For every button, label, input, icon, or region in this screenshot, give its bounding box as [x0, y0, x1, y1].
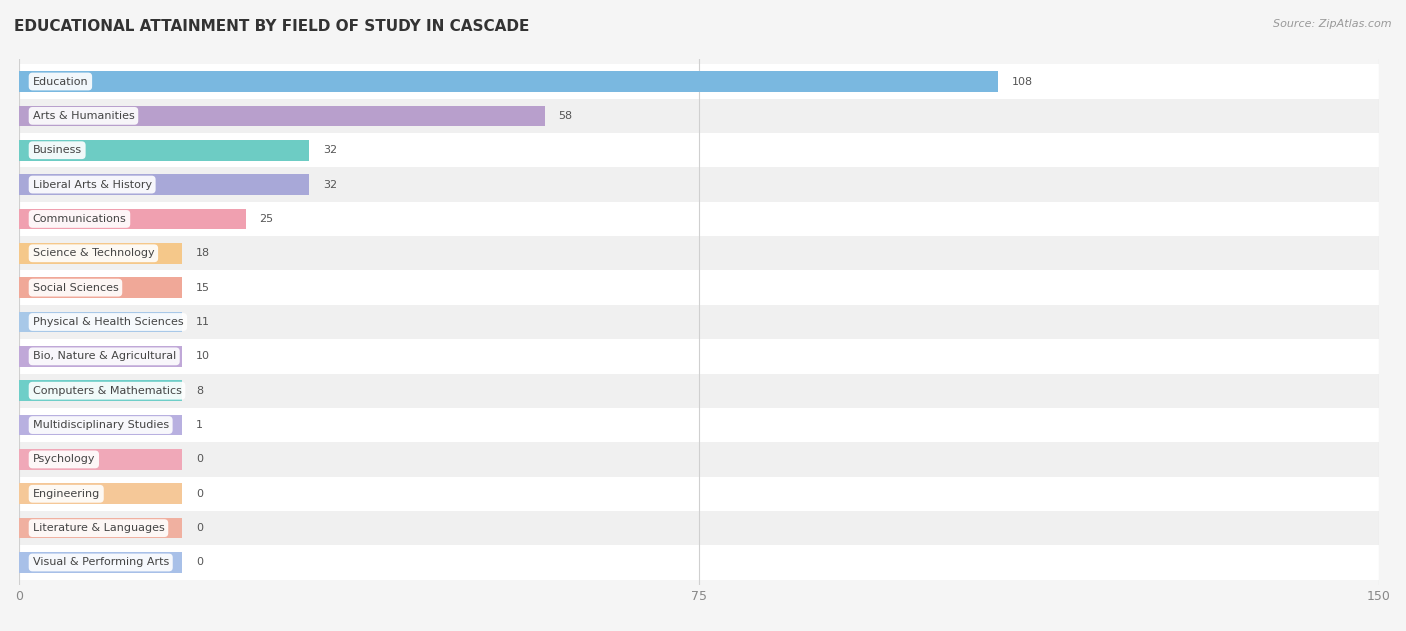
Bar	[20, 305, 1379, 339]
Bar	[20, 339, 1379, 374]
Text: 11: 11	[195, 317, 209, 327]
Bar	[20, 236, 1379, 271]
Text: Multidisciplinary Studies: Multidisciplinary Studies	[32, 420, 169, 430]
Bar	[20, 71, 998, 91]
Text: EDUCATIONAL ATTAINMENT BY FIELD OF STUDY IN CASCADE: EDUCATIONAL ATTAINMENT BY FIELD OF STUDY…	[14, 19, 530, 34]
Text: 15: 15	[195, 283, 209, 293]
Text: 1: 1	[195, 420, 202, 430]
Text: 0: 0	[195, 489, 202, 498]
Bar	[20, 64, 1379, 98]
Text: 108: 108	[1012, 76, 1033, 86]
Bar	[20, 202, 1379, 236]
Text: Computers & Mathematics: Computers & Mathematics	[32, 386, 181, 396]
Text: Physical & Health Sciences: Physical & Health Sciences	[32, 317, 183, 327]
Bar	[20, 476, 1379, 511]
Text: Visual & Performing Arts: Visual & Performing Arts	[32, 558, 169, 567]
Bar	[20, 408, 1379, 442]
Text: 10: 10	[195, 351, 209, 362]
Text: Liberal Arts & History: Liberal Arts & History	[32, 180, 152, 189]
Bar	[20, 380, 183, 401]
Text: Psychology: Psychology	[32, 454, 96, 464]
Text: 0: 0	[195, 523, 202, 533]
Bar	[20, 271, 1379, 305]
Bar	[20, 133, 1379, 167]
Bar	[20, 483, 183, 504]
Bar	[20, 374, 1379, 408]
Bar	[20, 511, 1379, 545]
Bar	[20, 442, 1379, 476]
Bar	[20, 415, 183, 435]
Text: Source: ZipAtlas.com: Source: ZipAtlas.com	[1274, 19, 1392, 29]
Text: Bio, Nature & Agricultural: Bio, Nature & Agricultural	[32, 351, 176, 362]
Text: Business: Business	[32, 145, 82, 155]
Bar	[20, 105, 546, 126]
Text: Social Sciences: Social Sciences	[32, 283, 118, 293]
Text: 0: 0	[195, 558, 202, 567]
Text: Education: Education	[32, 76, 89, 86]
Bar	[20, 449, 183, 469]
Text: 18: 18	[195, 248, 209, 258]
Bar	[20, 346, 183, 367]
Text: 0: 0	[195, 454, 202, 464]
Text: Science & Technology: Science & Technology	[32, 248, 155, 258]
Text: 58: 58	[558, 111, 572, 121]
Text: 8: 8	[195, 386, 202, 396]
Bar	[20, 174, 309, 195]
Bar	[20, 98, 1379, 133]
Bar	[20, 312, 183, 333]
Text: Engineering: Engineering	[32, 489, 100, 498]
Bar	[20, 545, 1379, 580]
Bar	[20, 552, 183, 573]
Bar	[20, 518, 183, 538]
Bar	[20, 209, 246, 229]
Text: Literature & Languages: Literature & Languages	[32, 523, 165, 533]
Text: 25: 25	[259, 214, 273, 224]
Bar	[20, 140, 309, 160]
Bar	[20, 167, 1379, 202]
Text: 32: 32	[323, 145, 337, 155]
Bar	[20, 278, 183, 298]
Text: 32: 32	[323, 180, 337, 189]
Text: Communications: Communications	[32, 214, 127, 224]
Bar	[20, 243, 183, 264]
Text: Arts & Humanities: Arts & Humanities	[32, 111, 135, 121]
